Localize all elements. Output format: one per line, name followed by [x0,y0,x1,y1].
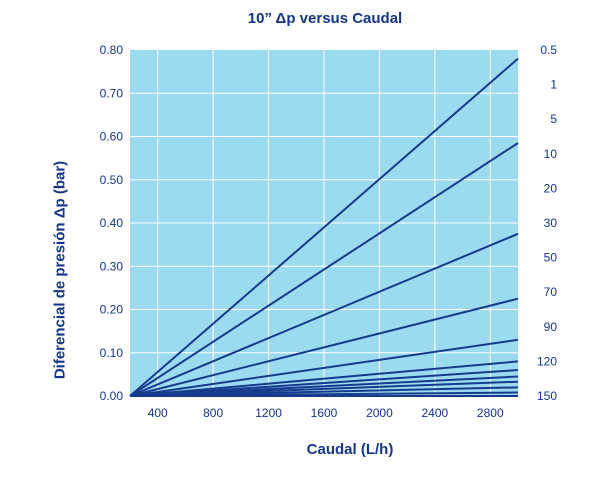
series-line-1 [129,142,519,397]
y-tick-label: 0.80 [100,43,124,57]
x-axis-label: Caudal (L/h) [306,441,394,458]
right-series-label: 20 [544,181,558,195]
x-tick-label: 1600 [311,406,338,420]
right-series-label: 120 [537,354,557,368]
x-tick-label: 2000 [366,406,393,420]
right-series-label: 1 [550,78,557,92]
x-tick-label: 400 [148,406,168,420]
right-series-label: 70 [544,285,558,299]
right-series-label: 150 [537,389,557,403]
series-line-50 [129,369,519,397]
right-series-label: 10 [544,147,558,161]
right-series-label: 90 [544,320,558,334]
y-tick-label: 0.10 [100,346,124,360]
chart-title: 10” Δp versus Caudal [247,10,403,27]
y-tick-label: 0.30 [100,259,124,273]
x-tick-labels: 400 800 1200 1600 2000 2400 2800 [148,406,504,420]
x-tick-label: 800 [203,406,223,420]
x-tick-label: 2800 [477,406,504,420]
y-tick-labels: 0.00 0.10 0.20 0.30 0.40 0.50 0.60 0.70 0.80 [100,43,124,403]
x-tick-label: 2400 [422,406,449,420]
x-tick-label: 1200 [255,406,282,420]
right-series-label: 0.5 [540,43,557,57]
series-lines [129,57,519,397]
right-series-label: 50 [544,251,558,265]
series-line-20 [129,338,519,397]
grid-lines [130,50,518,396]
y-tick-label: 0.50 [100,173,124,187]
y-tick-label: 0.20 [100,303,124,317]
y-tick-label: 0.70 [100,86,124,100]
right-series-labels: 0.5 1 5 10 20 30 50 70 90 120 150 [537,43,557,403]
right-series-label: 5 [550,112,557,126]
series-line-10 [129,297,519,397]
series-line-0.5 [129,57,519,397]
y-tick-label: 0.00 [100,389,124,403]
y-axis-label: Diferencial de presión Δp (bar) [51,160,69,380]
series-line-30 [129,360,519,397]
series-line-5 [129,232,519,397]
y-tick-label: 0.60 [100,130,124,144]
right-series-label: 30 [544,216,558,230]
y-tick-label: 0.40 [100,216,124,230]
